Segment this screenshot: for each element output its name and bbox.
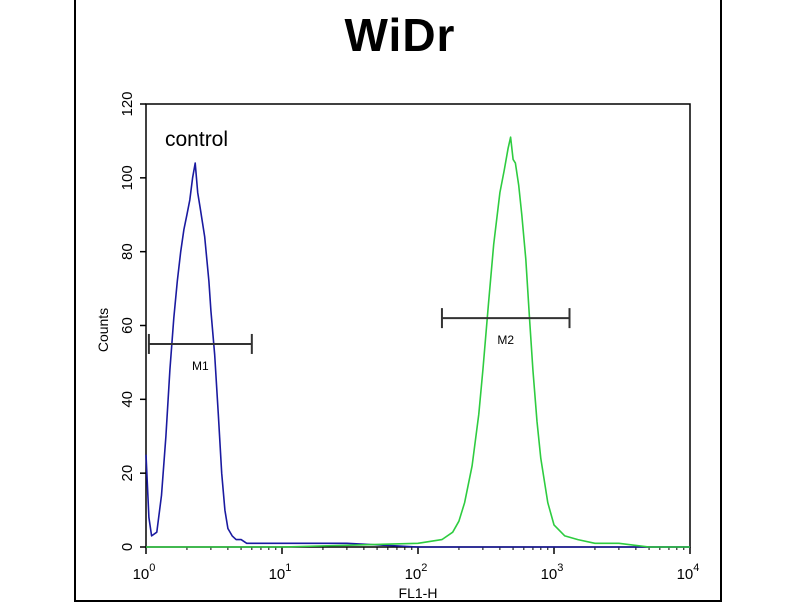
y-tick-label: 120 <box>119 91 136 116</box>
marker-layer: M1 M2 <box>147 308 571 373</box>
x-tick-label: 104 <box>677 562 700 583</box>
control-annotation: control <box>165 128 228 151</box>
marker-m2: M2 <box>440 308 571 347</box>
y-tick-label: 20 <box>119 465 136 482</box>
x-axis-label: FL1-H <box>399 585 438 600</box>
x-tick-label: 103 <box>541 562 564 583</box>
marker-m1: M1 <box>147 333 253 373</box>
y-axis-label: Counts <box>95 308 111 352</box>
x-tick-label: 102 <box>405 562 428 583</box>
plot-area <box>145 103 691 548</box>
marker-label: M1 <box>192 359 209 373</box>
y-axis: 0 20 40 60 80 100 120 <box>119 91 146 551</box>
y-tick-label: 0 <box>119 543 136 551</box>
y-tick-label: 60 <box>119 317 136 334</box>
x-axis: 100 101 102 103 104 <box>133 547 700 583</box>
x-tick-label: 101 <box>269 562 292 583</box>
y-tick-label: 100 <box>119 165 136 190</box>
y-tick-label: 40 <box>119 391 136 408</box>
x-tick-label: 100 <box>133 562 156 583</box>
chart-title: WiDr <box>344 9 456 61</box>
histogram-series-2 <box>146 136 690 548</box>
y-tick-label: 80 <box>119 243 136 260</box>
marker-label: M2 <box>497 333 514 347</box>
